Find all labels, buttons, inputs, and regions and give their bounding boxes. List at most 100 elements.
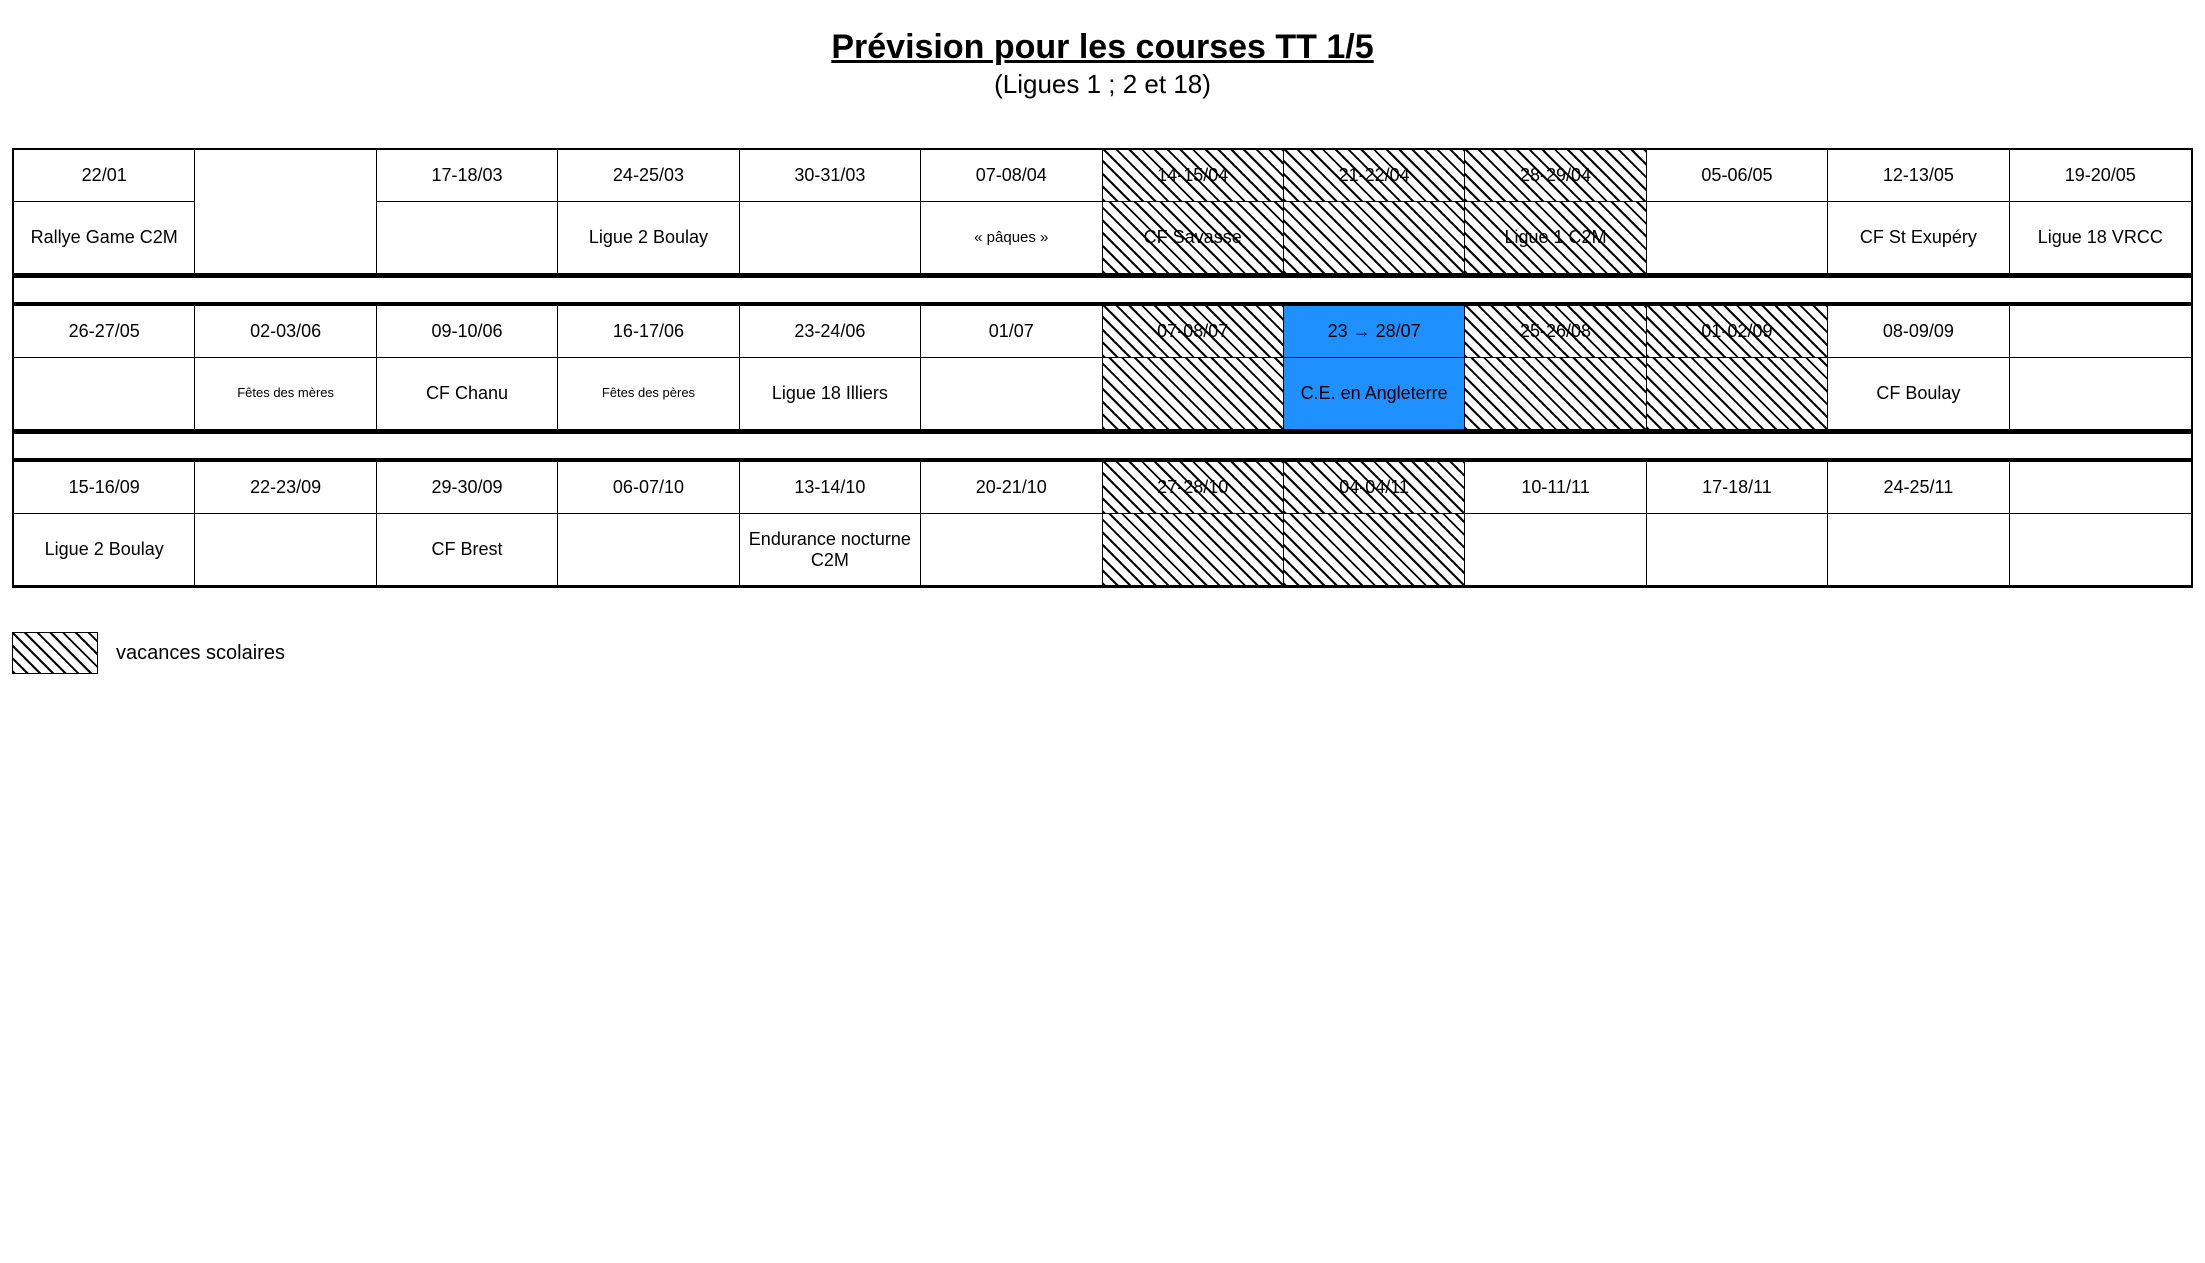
- calendar-date-cell: 12-13/05: [1828, 150, 2009, 202]
- calendar-date-cell: 27-28/10: [1103, 462, 1284, 514]
- calendar-label-cell: [1465, 514, 1646, 586]
- calendar-date-cell: 07-08/07: [1103, 306, 1284, 358]
- calendar-label-cell: Ligue 18 Illiers: [740, 358, 921, 430]
- label-text: CF Boulay: [1876, 383, 1960, 404]
- calendar-label-cell: [921, 514, 1102, 586]
- date-text: 10-11/11: [1521, 477, 1589, 498]
- calendar-label-cell: [1103, 358, 1284, 430]
- date-text: 24-25/11: [1884, 477, 1954, 498]
- calendar-date-cell: 06-07/10: [558, 462, 739, 514]
- calendar-label-cell: [195, 514, 376, 586]
- date-text: 17-18/11: [1702, 477, 1772, 498]
- date-text: 16-17/06: [613, 321, 684, 342]
- date-text: 12-13/05: [1883, 165, 1954, 186]
- calendar-label-cell: [2010, 514, 2191, 586]
- calendar-date-cell: 25-26/08: [1465, 306, 1646, 358]
- label-text: CF Brest: [432, 539, 503, 560]
- legend-swatch-hatched: [12, 632, 98, 674]
- date-text: 17-18/03: [432, 165, 503, 186]
- calendar-date-cell: 22-23/09: [195, 462, 376, 514]
- calendar-label-cell: [377, 202, 558, 274]
- calendar-label-cell: [2010, 358, 2191, 430]
- calendar-date-cell: 20-21/10: [921, 462, 1102, 514]
- calendar-label-cell: Ligue 18 VRCC: [2010, 202, 2191, 274]
- calendar-date-cell: 10-11/11: [1465, 462, 1646, 514]
- calendar-label-cell: [1647, 202, 1828, 274]
- calendar-label-cell: Ligue 2 Boulay: [558, 202, 739, 274]
- calendar-label-cell: [14, 358, 195, 430]
- legend-label: vacances scolaires: [116, 642, 285, 665]
- calendar-date-cell: [195, 150, 376, 274]
- calendar-date-cell: 08-09/09: [1828, 306, 2009, 358]
- calendar-date-cell: 23 → 28/07: [1284, 306, 1465, 358]
- calendar-date-cell: 05-06/05: [1647, 150, 1828, 202]
- calendar-date-cell: 01/07: [921, 306, 1102, 358]
- date-text: 22/01: [82, 165, 127, 186]
- calendar-label-cell: CF Boulay: [1828, 358, 2009, 430]
- calendar-label-cell: [1647, 514, 1828, 586]
- date-text: 24-25/03: [613, 165, 684, 186]
- calendar-label-cell: Ligue 2 Boulay: [14, 514, 195, 586]
- date-text: 14-15/04: [1157, 165, 1228, 186]
- date-text: 21-22/04: [1339, 165, 1410, 186]
- date-text: 01/07: [989, 321, 1034, 342]
- date-text: 07-08/04: [976, 165, 1047, 186]
- date-text: 27-28/10: [1157, 477, 1228, 498]
- grid-end-border: [14, 586, 2191, 588]
- calendar-label-cell: CF Brest: [377, 514, 558, 586]
- page-title: Prévision pour les courses TT 1/5: [12, 28, 2193, 67]
- block-separator: [14, 430, 2191, 462]
- calendar-label-cell: « pâques »: [921, 202, 1102, 274]
- date-text: 25-26/08: [1520, 321, 1591, 342]
- date-text: 05-06/05: [1701, 165, 1772, 186]
- calendar-date-cell: 19-20/05: [2010, 150, 2191, 202]
- date-text: 20-21/10: [976, 477, 1047, 498]
- calendar-label-cell: [1103, 514, 1284, 586]
- date-text: 26-27/05: [69, 321, 140, 342]
- label-text: CF Chanu: [426, 383, 508, 404]
- calendar-label-cell: Endurance nocturne C2M: [740, 514, 921, 586]
- date-text: 01-02/09: [1701, 321, 1772, 342]
- calendar-date-cell: 17-18/03: [377, 150, 558, 202]
- legend: vacances scolaires: [12, 632, 2193, 674]
- calendar-date-cell: 24-25/11: [1828, 462, 2009, 514]
- label-text: C.E. en Angleterre: [1301, 383, 1448, 404]
- calendar-label-cell: Rallye Game C2M: [14, 202, 195, 274]
- calendar-date-cell: 15-16/09: [14, 462, 195, 514]
- calendar-date-cell: 24-25/03: [558, 150, 739, 202]
- calendar-label-cell: [558, 514, 739, 586]
- date-text: 08-09/09: [1883, 321, 1954, 342]
- label-text: Fêtes des mères: [237, 386, 334, 401]
- date-text: 04-04/11: [1339, 477, 1409, 498]
- calendar-date-cell: 01-02/09: [1647, 306, 1828, 358]
- calendar-label-cell: C.E. en Angleterre: [1284, 358, 1465, 430]
- label-text: Ligue 2 Boulay: [589, 227, 708, 248]
- date-text: 28-29/04: [1520, 165, 1591, 186]
- calendar-date-cell: 13-14/10: [740, 462, 921, 514]
- date-text: 09-10/06: [432, 321, 503, 342]
- calendar-label-cell: [1284, 514, 1465, 586]
- date-text: 06-07/10: [613, 477, 684, 498]
- label-text: CF Savasse: [1144, 227, 1242, 248]
- calendar-date-cell: 07-08/04: [921, 150, 1102, 202]
- calendar-date-cell: 22/01: [14, 150, 195, 202]
- date-text: 22-23/09: [250, 477, 321, 498]
- label-text: Endurance nocturne C2M: [746, 529, 914, 570]
- calendar-date-cell: 09-10/06: [377, 306, 558, 358]
- calendar-date-cell: 17-18/11: [1647, 462, 1828, 514]
- page-subtitle: (Ligues 1 ; 2 et 18): [12, 69, 2193, 100]
- calendar-date-cell: 23-24/06: [740, 306, 921, 358]
- block-separator: [14, 274, 2191, 306]
- calendar-date-cell: 30-31/03: [740, 150, 921, 202]
- calendar-label-cell: Ligue 1 C2M: [1465, 202, 1646, 274]
- calendar-label-cell: [1647, 358, 1828, 430]
- date-text: 19-20/05: [2065, 165, 2136, 186]
- calendar-label-cell: [1465, 358, 1646, 430]
- date-text: 15-16/09: [69, 477, 140, 498]
- calendar-date-cell: 28-29/04: [1465, 150, 1646, 202]
- label-text: CF St Exupéry: [1860, 227, 1977, 248]
- calendar-date-cell: 14-15/04: [1103, 150, 1284, 202]
- calendar-label-cell: CF St Exupéry: [1828, 202, 2009, 274]
- calendar-date-cell: 16-17/06: [558, 306, 739, 358]
- date-text: 23-24/06: [794, 321, 865, 342]
